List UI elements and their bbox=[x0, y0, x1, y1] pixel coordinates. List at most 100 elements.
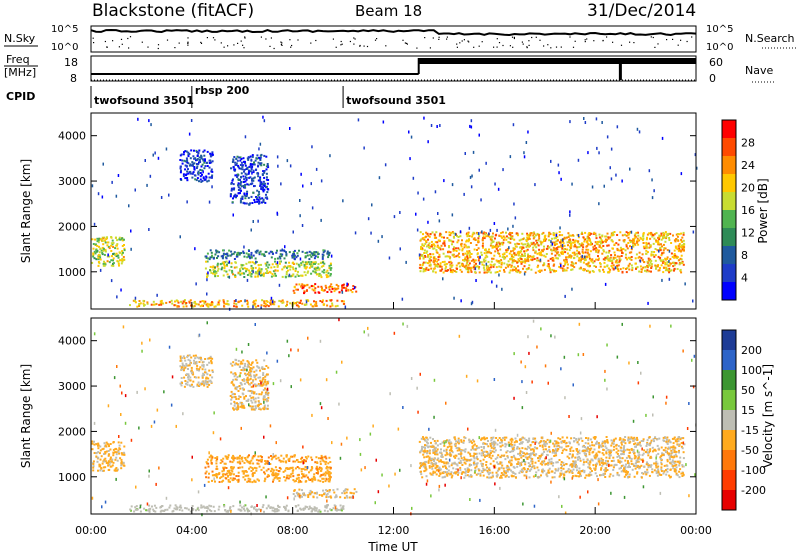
echo-cell bbox=[267, 468, 270, 471]
echo-cell bbox=[248, 272, 251, 275]
echo-cell bbox=[329, 495, 332, 498]
search-dot bbox=[376, 38, 378, 40]
echo-cell bbox=[265, 271, 268, 274]
echo-cell bbox=[598, 463, 601, 466]
echo-cell bbox=[620, 453, 623, 456]
echo-cell bbox=[448, 439, 451, 442]
echo-cell bbox=[630, 256, 633, 258]
echo-cell bbox=[544, 237, 547, 240]
echo-cell bbox=[222, 252, 225, 255]
noise-cell bbox=[647, 301, 649, 305]
noise-cell bbox=[381, 235, 383, 239]
echo-cell bbox=[239, 454, 241, 457]
echo-cell bbox=[91, 448, 94, 451]
freq-label-line1: Freq bbox=[6, 53, 30, 66]
echo-cell bbox=[241, 267, 244, 270]
echo-cell bbox=[588, 237, 590, 240]
echo-cell bbox=[249, 274, 252, 277]
echo-cell bbox=[99, 238, 102, 241]
echo-cell bbox=[635, 253, 638, 256]
echo-cell bbox=[190, 164, 193, 167]
echo-cell bbox=[589, 467, 592, 470]
echo-cell bbox=[209, 265, 212, 268]
echo-cell bbox=[438, 451, 441, 454]
echo-cell bbox=[117, 262, 120, 265]
echo-cell bbox=[424, 461, 427, 463]
echo-cell bbox=[115, 244, 118, 247]
echo-cell bbox=[451, 253, 454, 256]
noise-cell bbox=[495, 284, 498, 288]
echo-cell bbox=[319, 480, 322, 483]
echo-cell bbox=[159, 300, 162, 303]
echo-cell bbox=[574, 245, 577, 248]
search-dot bbox=[141, 41, 143, 43]
echo-cell bbox=[450, 476, 453, 479]
echo-cell bbox=[422, 257, 425, 260]
echo-cell bbox=[483, 252, 486, 255]
echo-cell bbox=[646, 441, 649, 444]
echo-cell bbox=[120, 461, 123, 463]
echo-cell bbox=[501, 256, 504, 259]
echo-cell bbox=[109, 461, 112, 464]
echo-cell bbox=[676, 443, 679, 446]
echo-cell bbox=[616, 247, 619, 250]
echo-cell bbox=[573, 465, 576, 468]
echo-cell bbox=[637, 442, 640, 445]
echo-cell bbox=[583, 240, 586, 243]
echo-cell bbox=[289, 302, 292, 305]
echo-cell bbox=[453, 443, 456, 446]
echo-cell bbox=[246, 183, 249, 186]
echo-cell bbox=[552, 264, 555, 267]
echo-cell bbox=[226, 472, 229, 475]
echo-cell bbox=[248, 165, 251, 168]
search-dot bbox=[291, 44, 293, 47]
echo-cell bbox=[271, 263, 274, 266]
echo-cell bbox=[254, 454, 257, 457]
echo-cell bbox=[306, 271, 309, 274]
echo-cell bbox=[447, 250, 450, 253]
echo-cell bbox=[561, 252, 564, 255]
noise-cell bbox=[583, 255, 586, 259]
echo-cell bbox=[152, 303, 155, 306]
echo-cell bbox=[180, 506, 183, 509]
echo-cell bbox=[552, 246, 555, 249]
echo-cell bbox=[502, 238, 505, 241]
search-dot bbox=[513, 37, 515, 40]
echo-cell bbox=[606, 462, 609, 465]
echo-cell bbox=[223, 263, 226, 266]
echo-cell bbox=[548, 471, 551, 474]
search-dot bbox=[509, 45, 511, 47]
echo-cell bbox=[312, 476, 315, 479]
echo-cell bbox=[194, 302, 197, 305]
echo-cell bbox=[241, 272, 243, 275]
echo-cell bbox=[314, 509, 317, 512]
echo-cell bbox=[520, 258, 523, 260]
search-dot bbox=[206, 37, 208, 39]
echo-cell bbox=[600, 239, 603, 242]
echo-cell bbox=[510, 450, 513, 453]
echo-cell bbox=[95, 258, 98, 261]
echo-cell bbox=[297, 494, 300, 497]
echo-cell bbox=[319, 274, 322, 277]
echo-cell bbox=[443, 244, 446, 247]
echo-cell bbox=[617, 243, 620, 246]
echo-cell bbox=[252, 474, 255, 476]
echo-cell bbox=[679, 257, 682, 260]
echo-cell bbox=[606, 244, 609, 247]
echo-cell bbox=[300, 468, 303, 470]
noise-cell bbox=[571, 287, 573, 291]
echo-cell bbox=[674, 470, 677, 473]
echo-cell bbox=[567, 232, 570, 235]
echo-cell bbox=[471, 233, 474, 236]
echo-cell bbox=[248, 510, 251, 512]
echo-cell bbox=[522, 267, 524, 270]
echo-cell bbox=[517, 269, 520, 272]
echo-cell bbox=[554, 249, 557, 252]
echo-cell bbox=[618, 474, 621, 477]
echo-cell bbox=[287, 458, 290, 461]
echo-cell bbox=[660, 243, 662, 246]
echo-cell bbox=[588, 253, 591, 256]
echo-cell bbox=[675, 233, 678, 236]
echo-cell bbox=[511, 235, 514, 238]
echo-cell bbox=[489, 452, 492, 454]
